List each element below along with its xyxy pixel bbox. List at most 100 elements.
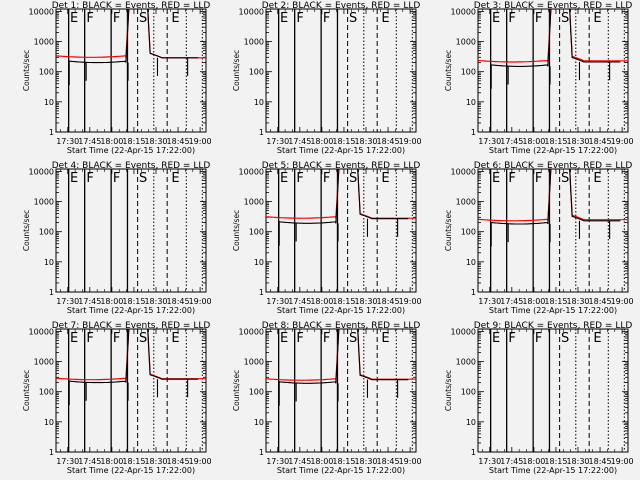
y-tick-label: 1 (49, 128, 54, 137)
y-tick-label: 10000 (29, 7, 54, 16)
y-tick-label: 1 (259, 448, 264, 457)
x-tick-label: 18:45 (589, 457, 612, 466)
lld-rate-curve (478, 9, 628, 63)
axis-frame (477, 168, 629, 293)
events-rate-curve (490, 169, 621, 247)
lld-rate-curve (478, 169, 628, 222)
interval-flag-label: F (508, 171, 515, 186)
y-tick-label: 10 (254, 98, 264, 107)
y-tick-label: 100 (249, 68, 264, 77)
interval-flag-label: F (86, 11, 93, 26)
x-tick-label: 18:30 (354, 137, 377, 146)
data-curves (56, 329, 206, 406)
x-tick-label: 18:15 (544, 137, 567, 146)
y-tick-label: 100 (39, 228, 54, 237)
x-tick-label: 17:30 (56, 457, 79, 466)
y-tick-label: 10 (44, 418, 54, 427)
data-curves (56, 9, 206, 86)
x-tick-label: 17:30 (478, 137, 501, 146)
x-tick-label: 17:45 (288, 137, 311, 146)
x-tick-label: 18:30 (354, 297, 377, 306)
x-tick-label: 17:30 (266, 137, 289, 146)
x-tick-label: 18:30 (566, 457, 589, 466)
x-tick-label: 18:00 (310, 457, 333, 466)
y-tick-label: 1 (259, 288, 264, 297)
y-tick-label: 1000 (244, 358, 264, 367)
x-tick-label: 18:15 (332, 137, 355, 146)
y-tick-label: 10 (44, 258, 54, 267)
interval-flag-label: S (349, 331, 357, 346)
interval-flag-label: F (323, 171, 330, 186)
interval-flag-label: S (561, 11, 569, 26)
y-tick-label: 10 (254, 418, 264, 427)
y-tick-label: 1000 (456, 198, 476, 207)
x-axis-label: Start Time (22-Apr-15 17:22:00) (67, 466, 195, 475)
y-tick-label: 10000 (451, 327, 476, 336)
y-axis-label: Counts/sec (232, 370, 241, 411)
x-axis-label: Start Time (22-Apr-15 17:22:00) (277, 466, 405, 475)
y-tick-label: 100 (39, 68, 54, 77)
x-tick-label: 18:45 (167, 457, 190, 466)
y-tick-label: 10000 (451, 7, 476, 16)
y-tick-label: 1000 (244, 198, 264, 207)
x-axis-label: Start Time (22-Apr-15 17:22:00) (277, 306, 405, 315)
interval-flag-label: E (593, 331, 601, 346)
y-tick-label: 1 (259, 128, 264, 137)
y-axis-label: Counts/sec (444, 210, 453, 251)
x-tick-label: 18:45 (589, 137, 612, 146)
x-axis-label: Start Time (22-Apr-15 17:22:00) (489, 146, 617, 155)
x-tick-label: 17:30 (56, 297, 79, 306)
y-axis-label: Counts/sec (232, 210, 241, 251)
y-tick-label: 1 (471, 128, 476, 137)
interval-flag-label: F (508, 11, 515, 26)
y-tick-label: 100 (461, 228, 476, 237)
x-tick-label: 18:00 (310, 137, 333, 146)
x-tick-label: 19:00 (399, 457, 422, 466)
x-tick-label: 18:30 (566, 297, 589, 306)
y-axis-label: Counts/sec (22, 210, 31, 251)
data-curves (266, 329, 416, 406)
interval-flag-label: S (561, 171, 569, 186)
y-tick-label: 1000 (34, 358, 54, 367)
interval-flag-label: E (492, 11, 500, 26)
y-tick-label: 1 (471, 288, 476, 297)
interval-flag-label: E (593, 11, 601, 26)
lld-rate-curve (266, 329, 416, 381)
detector-panel: Det 1: BLACK = Events, RED = LLD 1 10 100 10… (22, 1, 212, 155)
x-tick-label: 17:45 (500, 297, 523, 306)
axis-frame (55, 328, 207, 453)
detector-panel: Det 6: BLACK = Events, RED = LLD 1 10 100 10… (444, 161, 634, 315)
interval-flag-label: S (349, 11, 357, 26)
events-rate-curve (68, 9, 199, 86)
interval-flag-label: E (280, 331, 288, 346)
data-curves (478, 9, 628, 89)
interval-flag-label: F (86, 171, 93, 186)
y-tick-label: 10000 (29, 167, 54, 176)
interval-flag-label: E (381, 331, 389, 346)
interval-flag-label: E (492, 331, 500, 346)
x-tick-label: 18:30 (144, 457, 167, 466)
x-tick-label: 18:45 (377, 457, 400, 466)
x-tick-label: 19:00 (611, 137, 634, 146)
x-tick-label: 18:15 (544, 457, 567, 466)
y-axis-label: Counts/sec (232, 50, 241, 91)
x-tick-label: 18:30 (144, 297, 167, 306)
y-tick-label: 1 (49, 288, 54, 297)
panel-title: Det 8: BLACK = Events, RED = LLD (262, 321, 421, 331)
y-tick-label: 100 (39, 388, 54, 397)
x-tick-label: 19:00 (189, 137, 212, 146)
x-tick-label: 18:30 (566, 137, 589, 146)
interval-flag-label: E (171, 171, 179, 186)
interval-flag-label: F (508, 331, 515, 346)
x-tick-label: 17:30 (56, 137, 79, 146)
detector-panel: Det 4: BLACK = Events, RED = LLD 1 10 100 10… (22, 161, 212, 315)
y-tick-label: 1000 (34, 38, 54, 47)
panel-title: Det 7: BLACK = Events, RED = LLD (52, 321, 211, 331)
interval-flag-label: F (86, 331, 93, 346)
data-curves (266, 169, 416, 246)
x-tick-label: 18:15 (122, 297, 145, 306)
x-tick-label: 18:00 (310, 297, 333, 306)
y-tick-label: 10000 (451, 167, 476, 176)
axis-frame (55, 8, 207, 133)
